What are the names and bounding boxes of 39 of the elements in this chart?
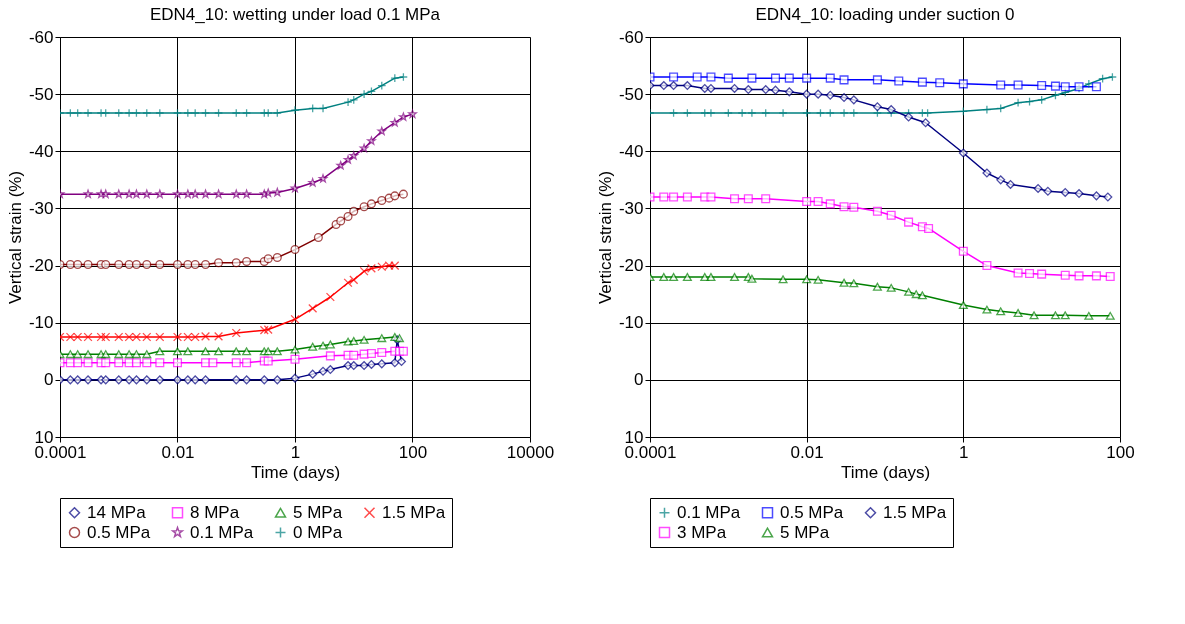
y-tick-label: -40 xyxy=(28,141,54,161)
legend-label: 0.5 MPa xyxy=(87,522,151,542)
y-tick-label: -60 xyxy=(28,27,54,47)
legend-label: 0.1 MPa xyxy=(190,522,254,542)
y-tick-label: -10 xyxy=(28,313,54,333)
legend-label: 1.5 MPa xyxy=(883,502,947,522)
legend-label: 0 MPa xyxy=(293,522,343,542)
y-tick-label: 0 xyxy=(44,370,54,390)
y-axis-title: Vertical strain (%) xyxy=(5,170,25,305)
x-axis-title: Time (days) xyxy=(840,462,931,482)
y-tick-label: -20 xyxy=(618,256,644,276)
y-tick-label: -20 xyxy=(28,256,54,276)
x-tick-label: 1 xyxy=(959,442,969,462)
y-tick-label: 0 xyxy=(634,370,644,390)
y-tick-label: -60 xyxy=(618,27,644,47)
x-tick-label: 10000 xyxy=(506,442,555,462)
x-tick-label: 0.01 xyxy=(790,442,824,462)
legend-label: 0.1 MPa xyxy=(677,502,741,522)
x-axis-title: Time (days) xyxy=(250,462,341,482)
legend-label: 3 MPa xyxy=(677,522,727,542)
legend-label: 5 MPa xyxy=(293,502,343,522)
legend-label: 8 MPa xyxy=(190,502,240,522)
y-tick-label: -30 xyxy=(28,198,54,218)
y-axis-title: Vertical strain (%) xyxy=(595,170,615,305)
chart-title: EDN4_10: wetting under load 0.1 MPa xyxy=(149,5,441,24)
x-tick-label: 100 xyxy=(398,442,428,462)
x-tick-label: 0.01 xyxy=(161,442,195,462)
x-tick-label: 100 xyxy=(1106,442,1135,462)
y-tick-label: -50 xyxy=(618,84,644,104)
legend-label: 5 MPa xyxy=(780,522,830,542)
y-tick-label: -30 xyxy=(618,198,644,218)
x-tick-label: 1 xyxy=(290,442,301,462)
legend-label: 0.5 MPa xyxy=(780,502,844,522)
y-tick-label: -50 xyxy=(28,84,54,104)
chart-title: EDN4_10: loading under suction 0 xyxy=(755,5,1015,24)
y-tick-label: -10 xyxy=(618,313,644,333)
legend-label: 14 MPa xyxy=(87,502,147,522)
y-tick-label: -40 xyxy=(618,141,644,161)
legend-label: 1.5 MPa xyxy=(382,502,446,522)
